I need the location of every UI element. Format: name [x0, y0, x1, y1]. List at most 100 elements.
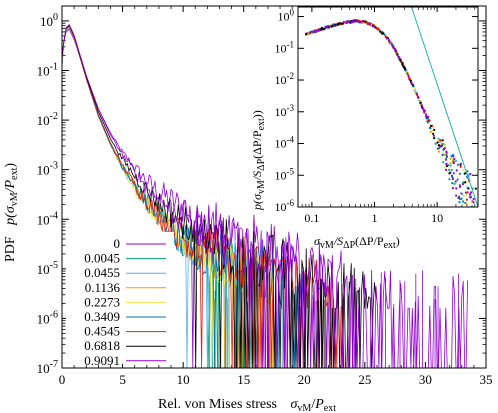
inset-point	[456, 163, 459, 166]
inset-point	[445, 165, 449, 168]
inset-point	[439, 144, 443, 147]
legend-entry: 0.3409	[84, 309, 166, 324]
inset-point	[383, 33, 386, 36]
legend-entry: 0.0455	[84, 265, 166, 280]
inset-point	[457, 196, 460, 199]
inset-point	[403, 66, 406, 69]
inset-y-axis-label: p(σvM/SΔP(ΔP/Pext))	[250, 110, 267, 211]
inset-point	[436, 147, 439, 150]
inset-point	[452, 153, 455, 157]
y-tick-label: 10-1	[37, 62, 58, 79]
inset-point	[437, 137, 440, 140]
inset-point	[396, 53, 399, 56]
inset-point	[449, 162, 452, 165]
inset-y-tick-label: 10-5	[275, 166, 295, 182]
y-tick-label: 100	[40, 12, 58, 29]
legend-entry: 0.0045	[84, 251, 166, 266]
inset-point	[459, 165, 462, 168]
inset-point	[429, 124, 433, 127]
inset-point	[445, 151, 448, 154]
inset-point	[397, 55, 400, 58]
inset-point	[470, 201, 473, 204]
inset-point	[429, 127, 432, 130]
legend-label: 0.4545	[84, 324, 120, 339]
inset-point	[320, 27, 324, 30]
inset-point	[401, 61, 404, 64]
inset-point	[464, 191, 468, 194]
inset-point	[443, 144, 446, 147]
inset-point	[444, 168, 448, 171]
inset-point	[466, 191, 469, 194]
inset-y-tick-label: 10-6	[275, 198, 295, 214]
inset-point	[465, 198, 468, 201]
inset-point	[399, 59, 402, 62]
inset-plot: 0.1 1 10 100 10-1 10-2 10-3 10-4 10-5 10-6 σvM/SΔ…	[250, 6, 479, 251]
inset-point	[323, 28, 326, 31]
inset-point	[456, 178, 459, 181]
inset-reference-line	[411, 6, 479, 208]
inset-point	[448, 172, 451, 175]
x-tick-label: 35	[480, 372, 493, 387]
inset-point	[420, 104, 423, 107]
inset-point	[325, 25, 328, 28]
inset-point	[424, 115, 427, 118]
inset-point	[453, 157, 456, 161]
inset-point	[469, 193, 472, 196]
inset-point	[432, 126, 435, 129]
inset-point	[459, 162, 462, 165]
inset-point	[384, 35, 387, 38]
inset-point	[450, 158, 453, 161]
inset-point	[362, 20, 365, 23]
inset-point	[464, 181, 467, 184]
inset-point	[440, 142, 443, 145]
inset-point	[441, 153, 444, 156]
legend-label: 0.0045	[84, 251, 120, 266]
inset-point	[421, 107, 424, 110]
inset-point	[461, 200, 465, 203]
inset-point	[339, 22, 342, 25]
inset-point	[463, 172, 466, 175]
x-tick-label: 20	[298, 372, 311, 387]
inset-point	[437, 150, 440, 153]
inset-point	[336, 23, 339, 26]
inset-point	[448, 178, 451, 181]
inset-point	[366, 23, 369, 26]
inset-y-tick-label: 10-2	[275, 71, 295, 87]
legend-background	[66, 232, 174, 364]
legend-entry: 0.9091	[84, 353, 166, 368]
inset-point	[408, 77, 411, 80]
inset-point	[445, 162, 448, 165]
y-tick-label: 10-7	[37, 359, 58, 376]
inset-point	[433, 137, 436, 140]
inset-point	[462, 169, 465, 172]
legend-label: 0.2273	[84, 294, 120, 309]
legend-entry: 0.1136	[85, 280, 166, 295]
inset-point	[472, 201, 475, 204]
inset-y-tick-label: 10-4	[275, 135, 295, 151]
inset-series-0-9091	[308, 19, 475, 201]
inset-point	[466, 170, 469, 173]
inset-point	[392, 45, 395, 48]
inset-tick-labels: 0.1 1 10 100 10-1 10-2 10-3 10-4 10-5 10-6	[275, 8, 444, 225]
inset-point	[327, 26, 330, 29]
inset-point	[394, 49, 397, 52]
inset-point	[455, 187, 458, 190]
legend-entry: 0.6818	[84, 338, 166, 353]
inset-point	[398, 57, 401, 60]
inset-point	[434, 142, 437, 145]
inset-point	[470, 191, 473, 194]
inset-point	[442, 147, 446, 151]
inset-point	[443, 153, 446, 156]
inset-point	[462, 181, 465, 184]
series-line	[61, 24, 468, 369]
inset-point	[413, 87, 416, 90]
inset-point	[385, 37, 388, 40]
inset-point	[442, 161, 445, 164]
x-tick-label: 10	[177, 372, 190, 387]
inset-series-layer	[305, 6, 479, 208]
inset-point	[451, 169, 454, 172]
inset-point	[460, 197, 463, 200]
inset-point	[345, 21, 349, 24]
x-axis-label: Rel. von Mises stress σvM/Pext	[158, 397, 336, 413]
inset-x-axis-label: σvM/SΔP(ΔP/Pext)	[314, 234, 400, 251]
